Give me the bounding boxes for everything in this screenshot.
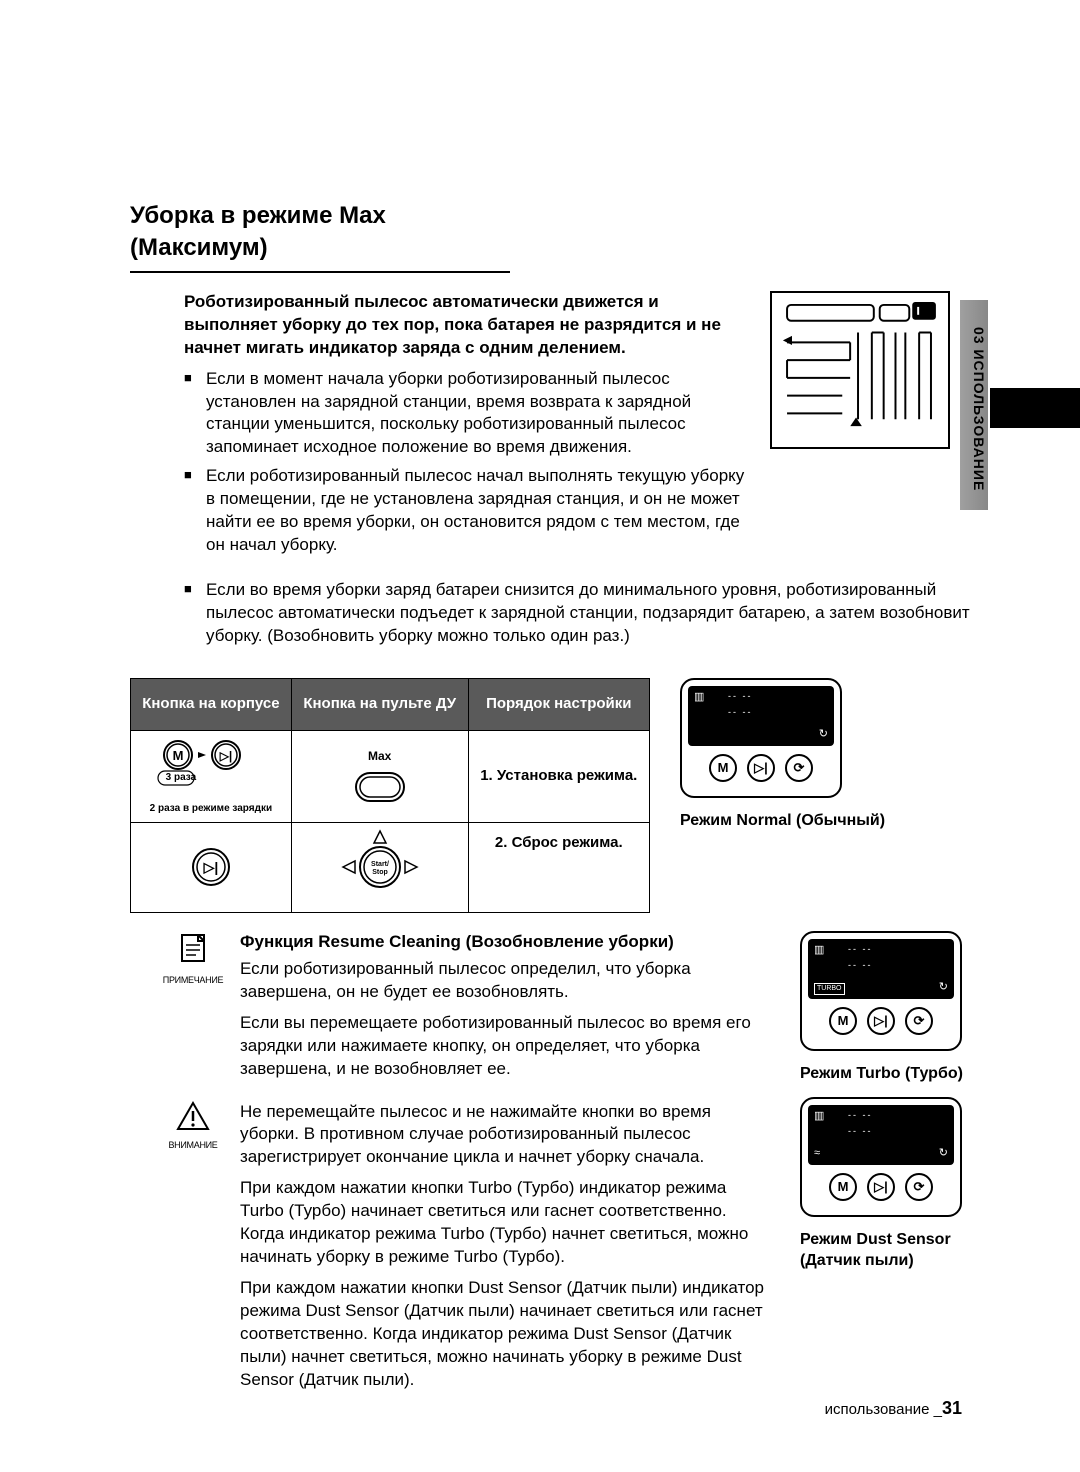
bullet-list-full: Если во время уборки заряд батареи снизи… [130,579,970,648]
mode-btn-home-icon: ⟳ [905,1173,933,1201]
svg-text:M: M [172,748,183,763]
cell-step-2: 2. Сброс режима. [468,822,649,912]
notes-row: ПРИМЕЧАНИЕ Функция Resume Cleaning (Возо… [130,931,970,1412]
warn-p2: При каждом нажатии кнопки Turbo (Турбо) … [240,1177,770,1269]
mode-panels-right: ▥ -- -- -- -- TURBO ↻ M ▷| ⟳ Режим Turbo… [800,931,970,1412]
intro-text: Роботизированный пылесос автоматически д… [130,291,752,563]
intro-block: Роботизированный пылесос автоматически д… [130,291,970,563]
note-icon: ПРИМЕЧАНИЕ [162,931,224,1089]
mode-display-normal: ▥ -- -- -- -- ↻ M ▷| ⟳ [680,678,842,798]
mode-label-turbo: Режим Turbo (Турбо) [800,1063,970,1085]
mode-btn-play-icon: ▷| [747,754,775,782]
mode-panels: ▥ -- -- -- -- ↻ M ▷| ⟳ Режим Normal (Обы… [680,678,885,913]
body-caption-top: 3 раза [109,771,253,785]
page-footer: использование _31 [825,1396,962,1420]
bullet-item: Если роботизированный пылесос начал выпо… [184,465,752,557]
section-title: Уборка в режиме Max (Максимум) [130,200,510,273]
warning-icon: ВНИМАНИЕ [162,1101,224,1400]
mode-btn-play-icon: ▷| [867,1007,895,1035]
settings-row: Кнопка на корпусе Кнопка на пульте ДУ По… [130,678,970,913]
edge-tab [990,388,1080,428]
th-remote-button: Кнопка на пульте ДУ [291,678,468,730]
bullet-item: Если во время уборки заряд батареи снизи… [184,579,970,648]
th-procedure: Порядок настройки [468,678,649,730]
mode-btn-home-icon: ⟳ [785,754,813,782]
cell-body-1: M ▷| 3 раза 2 раза в режиме зарядки [131,730,292,822]
chapter-tab: 03 ИСПОЛЬЗОВАНИЕ [960,300,988,510]
svg-text:Start/: Start/ [371,861,389,868]
note-block: ПРИМЕЧАНИЕ Функция Resume Cleaning (Возо… [130,931,770,1089]
mode-btn-play-icon: ▷| [867,1173,895,1201]
warning-text: Не перемещайте пылесос и не нажимайте кн… [240,1101,770,1400]
note-text: Функция Resume Cleaning (Возобновление у… [240,931,770,1089]
footer-text: использование _ [825,1401,942,1418]
warning-block: ВНИМАНИЕ Не перемещайте пылесос и не наж… [130,1101,770,1400]
cell-remote-2: Start/ Stop [291,822,468,912]
th-body-button: Кнопка на корпусе [131,678,292,730]
lead-paragraph: Роботизированный пылесос автоматически д… [184,291,752,360]
body-caption-bottom: 2 раза в режиме зарядки [139,802,283,816]
mode-display-dust: ▥ -- -- -- -- ≈ ↻ M ▷| ⟳ [800,1097,962,1217]
mode-btn-m-icon: M [709,754,737,782]
path-diagram [770,291,950,449]
note-p2: Если вы перемещаете роботизированный пыл… [240,1012,770,1081]
remote-label: Max [300,748,460,764]
warn-p3: При каждом нажатии кнопки Dust Sensor (Д… [240,1277,770,1392]
bullet-item: Если в момент начала уборки роботизирова… [184,368,752,460]
svg-text:▷|: ▷| [203,859,219,875]
cell-body-2: ▷| [131,822,292,912]
page-number: 31 [942,1398,962,1418]
mode-label-dust: Режим Dust Sensor (Датчик пыли) [800,1229,970,1272]
svg-text:▷|: ▷| [219,749,233,763]
svg-text:Stop: Stop [372,869,388,876]
cell-remote-1: Max [291,730,468,822]
warning-icon-label: ВНИМАНИЕ [162,1139,224,1151]
mode-display-turbo: ▥ -- -- -- -- TURBO ↻ M ▷| ⟳ [800,931,962,1051]
mode-btn-home-icon: ⟳ [905,1007,933,1035]
settings-table: Кнопка на корпусе Кнопка на пульте ДУ По… [130,678,650,913]
mode-btn-m-icon: M [829,1007,857,1035]
mode-btn-m-icon: M [829,1173,857,1201]
bullet-list-top: Если в момент начала уборки роботизирова… [184,368,752,558]
cell-step-1: 1. Установка режима. [468,730,649,822]
note-p1: Если роботизированный пылесос определил,… [240,958,770,1004]
resume-heading: Функция Resume Cleaning (Возобновление у… [240,931,770,954]
mode-label-normal: Режим Normal (Обычный) [680,810,885,832]
note-icon-label: ПРИМЕЧАНИЕ [162,974,224,986]
warn-p1: Не перемещайте пылесос и не нажимайте кн… [240,1101,770,1170]
